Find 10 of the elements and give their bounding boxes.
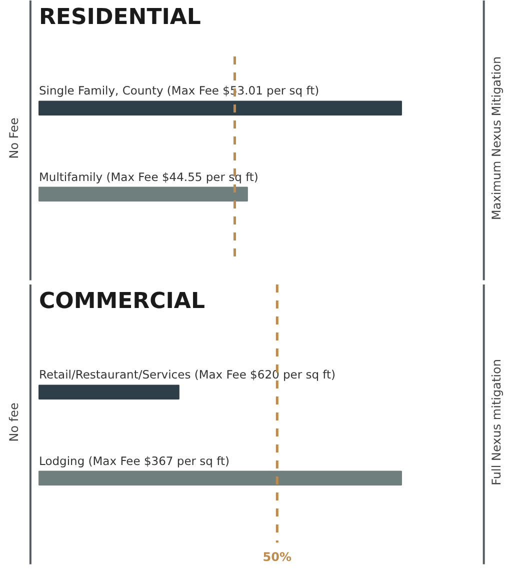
y-tick-label: Lodging (Max Fee $367 per sq ft) [38, 454, 230, 468]
text: No fee [6, 402, 21, 442]
text: Full Nexus mitigation [490, 359, 504, 486]
text: 50% [262, 550, 292, 564]
text: No Fee [6, 118, 21, 159]
text: Maximum Nexus Mitigation [490, 56, 504, 220]
y-tick-label: Multifamily (Max Fee $44.55 per sq ft) [38, 170, 258, 184]
y-tick-label: Retail/Restaurant/Services (Max Fee $620 per sq ft) [38, 368, 336, 382]
chart-title: RESIDENTIAL [38, 4, 201, 30]
chart-title: COMMERCIAL [38, 288, 205, 314]
